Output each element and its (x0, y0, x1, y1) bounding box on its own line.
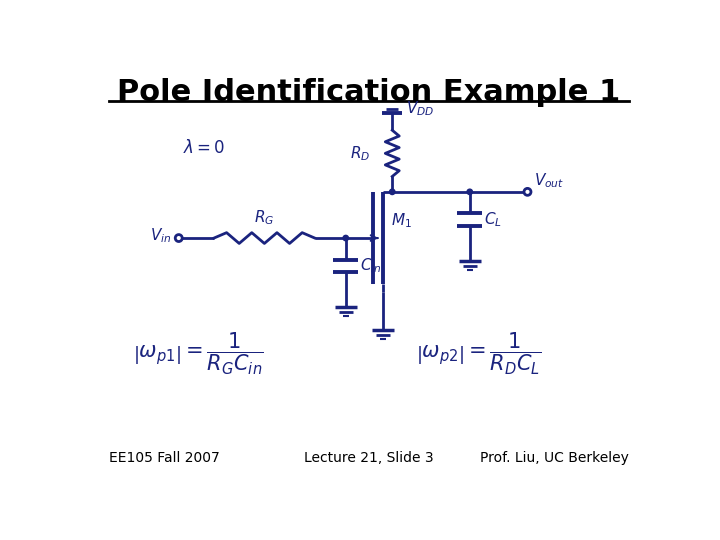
Text: $R_D$: $R_D$ (351, 144, 371, 163)
Text: $\lambda = 0$: $\lambda = 0$ (184, 139, 226, 157)
Text: $\left|\omega_{p2}\right| = \dfrac{1}{R_D C_L}$: $\left|\omega_{p2}\right| = \dfrac{1}{R_… (415, 330, 541, 376)
Circle shape (343, 235, 348, 241)
Text: Pole Identification Example 1: Pole Identification Example 1 (117, 78, 621, 107)
Text: $\left|\omega_{p1}\right| = \dfrac{1}{R_G C_{in}}$: $\left|\omega_{p1}\right| = \dfrac{1}{R_… (132, 330, 264, 376)
Text: $M_1$: $M_1$ (391, 212, 412, 231)
Text: $R_G$: $R_G$ (254, 208, 274, 227)
Circle shape (390, 189, 395, 194)
Text: $V_{in}$: $V_{in}$ (150, 226, 171, 245)
Text: EE105 Fall 2007: EE105 Fall 2007 (109, 451, 220, 465)
Text: Lecture 21, Slide 3: Lecture 21, Slide 3 (304, 451, 434, 465)
Text: $V_{out}$: $V_{out}$ (534, 171, 564, 190)
Text: $C_{in}$: $C_{in}$ (360, 256, 382, 275)
Text: Prof. Liu, UC Berkeley: Prof. Liu, UC Berkeley (480, 451, 629, 465)
Text: $V_{DD}$: $V_{DD}$ (406, 99, 435, 118)
Text: $C_L$: $C_L$ (484, 210, 502, 229)
Circle shape (467, 189, 472, 194)
